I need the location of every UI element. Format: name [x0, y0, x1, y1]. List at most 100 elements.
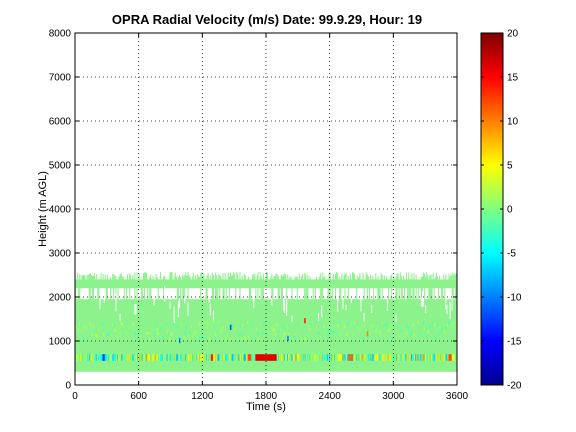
velocity-cell — [272, 288, 274, 300]
velocity-cell — [319, 335, 321, 339]
velocity-cell — [344, 273, 346, 280]
velocity-cell — [285, 354, 287, 361]
velocity-cell — [111, 354, 113, 361]
velocity-cell — [435, 354, 436, 361]
velocity-cell — [445, 354, 447, 361]
velocity-cell — [399, 354, 401, 361]
velocity-gap — [363, 312, 365, 322]
velocity-cell — [435, 272, 437, 280]
velocity-cell — [279, 354, 281, 361]
velocity-cell — [437, 354, 439, 361]
velocity-cell — [431, 354, 433, 361]
velocity-cell — [166, 354, 168, 361]
velocity-cell — [342, 321, 344, 325]
velocity-cell — [95, 354, 97, 361]
velocity-cell — [211, 272, 213, 280]
velocity-cell — [201, 272, 203, 280]
velocity-cell — [297, 322, 300, 326]
velocity-cell — [241, 275, 243, 280]
velocity-cell — [398, 354, 400, 361]
velocity-cell — [150, 288, 152, 300]
velocity-cell — [194, 354, 196, 361]
velocity-cell — [79, 274, 81, 280]
velocity-cell — [430, 274, 432, 280]
velocity-cell — [140, 288, 142, 300]
velocity-cell — [443, 274, 445, 280]
velocity-cell — [145, 327, 147, 331]
velocity-gap — [209, 303, 211, 316]
velocity-cell — [290, 321, 292, 325]
velocity-cell — [422, 354, 424, 361]
velocity-cell — [287, 332, 289, 337]
velocity-cell — [351, 272, 354, 280]
velocity-cell — [244, 337, 246, 341]
velocity-cell — [206, 325, 208, 329]
velocity-cell — [329, 354, 331, 361]
velocity-cell — [381, 322, 384, 326]
velocity-cell — [418, 326, 421, 330]
velocity-cell — [455, 288, 457, 300]
velocity-cell — [356, 288, 358, 300]
velocity-cell — [192, 354, 194, 361]
velocity-cell — [129, 288, 131, 300]
velocity-cell — [290, 276, 292, 280]
velocity-cell — [412, 288, 414, 300]
velocity-cell — [148, 337, 151, 341]
velocity-cell — [391, 288, 393, 300]
velocity-cell — [217, 354, 219, 361]
velocity-cell — [219, 275, 221, 280]
velocity-cell — [202, 354, 204, 361]
velocity-cell — [259, 323, 261, 327]
velocity-cell — [98, 354, 100, 361]
velocity-cell — [413, 354, 415, 361]
velocity-cell — [337, 324, 339, 328]
velocity-cell — [110, 277, 112, 280]
y-tick-label: 5000 — [49, 161, 72, 172]
velocity-cell — [255, 288, 257, 300]
colorbar-tick-label: 5 — [507, 161, 513, 172]
velocity-cell — [246, 320, 249, 325]
velocity-cell — [208, 337, 210, 341]
velocity-cell — [257, 288, 259, 300]
velocity-cell — [452, 288, 454, 300]
velocity-cell — [198, 276, 200, 280]
velocity-cell — [281, 325, 283, 329]
velocity-cell — [152, 354, 154, 361]
velocity-cell — [312, 288, 314, 300]
velocity-cell — [294, 335, 296, 339]
velocity-cell — [339, 354, 341, 361]
velocity-cell — [92, 354, 94, 361]
velocity-cell — [449, 335, 451, 339]
velocity-cell — [260, 276, 262, 280]
velocity-cell — [162, 335, 165, 340]
velocity-cell — [353, 321, 356, 325]
velocity-gap — [446, 305, 448, 315]
velocity-cell — [155, 274, 157, 280]
velocity-cell — [178, 274, 181, 280]
velocity-cell — [76, 354, 78, 361]
velocity-cell — [234, 273, 236, 280]
velocity-cell — [446, 324, 449, 328]
velocity-cell — [301, 321, 303, 325]
velocity-cell — [152, 275, 154, 280]
velocity-cell — [145, 354, 147, 361]
velocity-cell — [170, 354, 172, 361]
velocity-cell — [86, 354, 88, 361]
velocity-cell — [444, 330, 446, 335]
velocity-cell — [225, 335, 227, 339]
velocity-cell — [438, 275, 441, 280]
velocity-cell — [117, 354, 119, 361]
velocity-cell — [366, 354, 368, 361]
velocity-cell — [420, 276, 422, 280]
velocity-gap — [360, 294, 362, 312]
velocity-cell — [246, 354, 248, 361]
velocity-cell — [229, 272, 231, 280]
velocity-cell — [117, 336, 119, 340]
velocity-cell — [427, 275, 429, 280]
velocity-cell — [212, 354, 214, 361]
velocity-cell — [137, 332, 139, 337]
velocity-cell — [332, 354, 334, 361]
velocity-gap — [187, 301, 189, 316]
velocity-cell — [314, 288, 316, 300]
velocity-cell — [204, 337, 207, 341]
